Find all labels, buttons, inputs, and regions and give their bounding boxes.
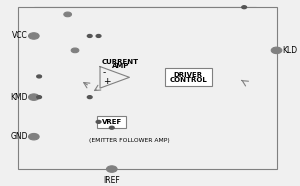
Text: +: + — [103, 77, 110, 86]
Text: KMD: KMD — [11, 93, 28, 102]
Circle shape — [28, 94, 39, 100]
Circle shape — [37, 75, 41, 78]
Circle shape — [242, 6, 247, 9]
Circle shape — [28, 33, 39, 39]
Circle shape — [37, 96, 41, 99]
Text: IREF: IREF — [103, 176, 120, 185]
Polygon shape — [100, 67, 129, 88]
Circle shape — [28, 134, 39, 140]
Circle shape — [87, 35, 92, 37]
Text: (EMITTER FOLLOWER AMP): (EMITTER FOLLOWER AMP) — [89, 138, 170, 143]
Circle shape — [64, 12, 71, 17]
Circle shape — [87, 96, 92, 99]
Circle shape — [110, 126, 114, 129]
Text: VCC: VCC — [12, 31, 28, 41]
Circle shape — [96, 120, 101, 123]
Text: -: - — [103, 68, 106, 77]
Circle shape — [96, 35, 101, 37]
Text: DRIVER: DRIVER — [174, 72, 203, 78]
Text: AMP: AMP — [112, 63, 129, 69]
Circle shape — [71, 48, 79, 53]
Bar — [97, 116, 127, 128]
Bar — [165, 68, 212, 86]
Circle shape — [271, 47, 282, 54]
Text: VREF: VREF — [102, 119, 122, 125]
Text: KLD: KLD — [282, 46, 298, 55]
Text: CURRENT: CURRENT — [102, 59, 139, 65]
Bar — [18, 7, 277, 169]
Text: CONTROL: CONTROL — [169, 77, 207, 83]
Circle shape — [106, 166, 117, 172]
Text: GND: GND — [11, 132, 28, 141]
